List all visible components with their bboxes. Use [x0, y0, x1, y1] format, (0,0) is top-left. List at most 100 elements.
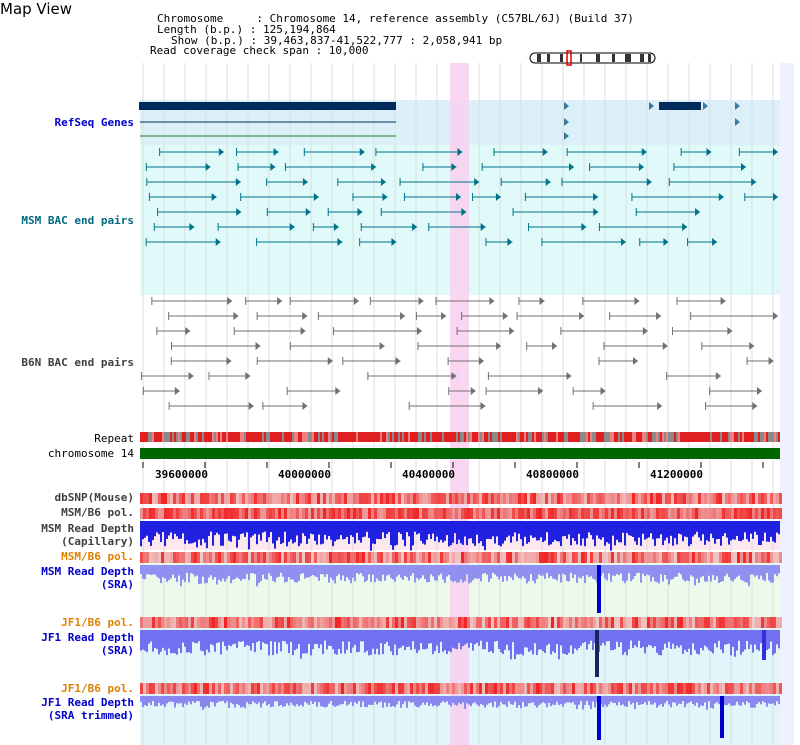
dbsnp-cell [290, 493, 293, 504]
msm-bac-arrow [682, 223, 688, 231]
repeat-feature [198, 432, 200, 442]
msm-bac-arrow [215, 238, 221, 246]
dbsnp-cell [281, 493, 284, 504]
jf1-trim-depth-bar [234, 696, 236, 708]
jf1-sra-depth-bar [336, 630, 338, 655]
jf1-pol-cell [458, 617, 461, 628]
msm-pol-cell [473, 508, 476, 519]
msm-sra-depth-bar [368, 565, 370, 575]
jf1-pol-cell [701, 617, 704, 628]
capillary-depth-bar [502, 521, 504, 544]
capillary-depth-bar [476, 521, 478, 535]
jf1-trim-depth-bar [250, 696, 252, 705]
jf1-sra-depth-bar [496, 630, 498, 641]
msm-pol2-cell [521, 552, 524, 563]
jf1-pol-cell [557, 617, 560, 628]
repeat-feature [626, 432, 628, 442]
dbsnp-cell [596, 493, 599, 504]
repeat-feature [286, 432, 288, 442]
msm-pol-cell [740, 508, 743, 519]
jf1-pol2-cell [155, 683, 158, 694]
repeat-feature [614, 432, 616, 442]
msm-pol-cell [626, 508, 629, 519]
jf1-pol2-cell [506, 683, 509, 694]
jf1-sra-depth-bar [400, 630, 402, 648]
jf1-sra-depth-bar [480, 630, 482, 641]
msm-pol-cell [170, 508, 173, 519]
msm-pol2-cell [317, 552, 320, 563]
msm-bac-arrow [663, 238, 669, 246]
jf1-trim-depth-bar [392, 696, 394, 706]
capillary-depth-bar [736, 521, 738, 537]
jf1-sra-depth-bar [174, 630, 176, 654]
jf1-trim-depth-bar [388, 696, 390, 704]
jf1-trim-depth-bar [336, 696, 338, 707]
jf1-pol2-cell [731, 683, 734, 694]
jf1-pol2-cell [710, 683, 713, 694]
msm-sra-depth-bar [284, 565, 286, 583]
b6n-bac-arrow [489, 297, 495, 305]
msm-sra-depth-bar [746, 565, 748, 583]
msm-pol-cell [647, 508, 650, 519]
msm-pol2-cell [653, 552, 656, 563]
dbsnp-cell [602, 493, 605, 504]
msm-pol2-cell [365, 552, 368, 563]
msm-sra-depth-bar [420, 565, 422, 579]
msm-sra-depth-bar [226, 565, 228, 579]
capillary-depth-bar [632, 521, 634, 537]
repeat-feature [292, 432, 294, 442]
jf1-sra-depth-bar [490, 630, 492, 652]
repeat-feature [324, 432, 326, 442]
dbsnp-cell [275, 493, 278, 504]
jf1-trim-depth-bar [208, 696, 210, 708]
msm-sra-depth-bar [664, 565, 666, 575]
msm-sra-depth-bar [610, 565, 612, 582]
msm-pol-cell [248, 508, 251, 519]
jf1-trim-depth-bar [390, 696, 392, 707]
msm-pol-cell [335, 508, 338, 519]
repeat-feature [688, 432, 690, 442]
dbsnp-cell [491, 493, 494, 504]
dbsnp-cell [167, 493, 170, 504]
repeat-feature [416, 432, 418, 442]
msm-sra-depth-bar [178, 565, 180, 576]
msm-pol2-cell [149, 552, 152, 563]
ideogram-marker [566, 50, 572, 66]
jf1-pol2-cell [374, 683, 377, 694]
jf1-pol-cell [215, 617, 218, 628]
repeat-feature [158, 432, 160, 442]
jf1-pol2-cell [263, 683, 266, 694]
jf1-pol-cell [452, 617, 455, 628]
jf1-sra-depth-bar [588, 630, 590, 644]
msm-pol2-cell [725, 552, 728, 563]
capillary-depth-bar [716, 521, 718, 540]
dbsnp-cell [347, 493, 350, 504]
capillary-depth-bar [292, 521, 294, 544]
repeat-feature [296, 432, 298, 442]
jf1-sra-depth-bar [262, 630, 264, 643]
msm-bac-arrow [218, 148, 224, 156]
capillary-depth-bar [142, 521, 144, 540]
jf1-trim-depth-bar [700, 696, 702, 706]
capillary-depth-bar [254, 521, 256, 534]
capillary-depth-bar [326, 521, 328, 540]
jf1-pol2-cell [695, 683, 698, 694]
msm-pol2-cell [185, 552, 188, 563]
b6n-bac-arrow [502, 312, 508, 320]
capillary-depth-bar [470, 521, 472, 539]
jf1-trim-depth-bar [624, 696, 626, 707]
msm-sra-depth-bar [606, 565, 608, 581]
msm-sra-depth-bar [540, 565, 542, 576]
msm-pol-cell [758, 508, 761, 519]
msm-pol2-cell [419, 552, 422, 563]
jf1-pol-cell [299, 617, 302, 628]
msm-sra-depth-bar [632, 565, 634, 580]
msm-pol-cell [512, 508, 515, 519]
msm-pol-cell [551, 508, 554, 519]
dbsnp-cell [434, 493, 437, 504]
msm-pol-cell [287, 508, 290, 519]
capillary-depth-bar [542, 521, 544, 543]
jf1-pol2-cell [509, 683, 512, 694]
msm-sra-depth-bar [638, 565, 640, 573]
